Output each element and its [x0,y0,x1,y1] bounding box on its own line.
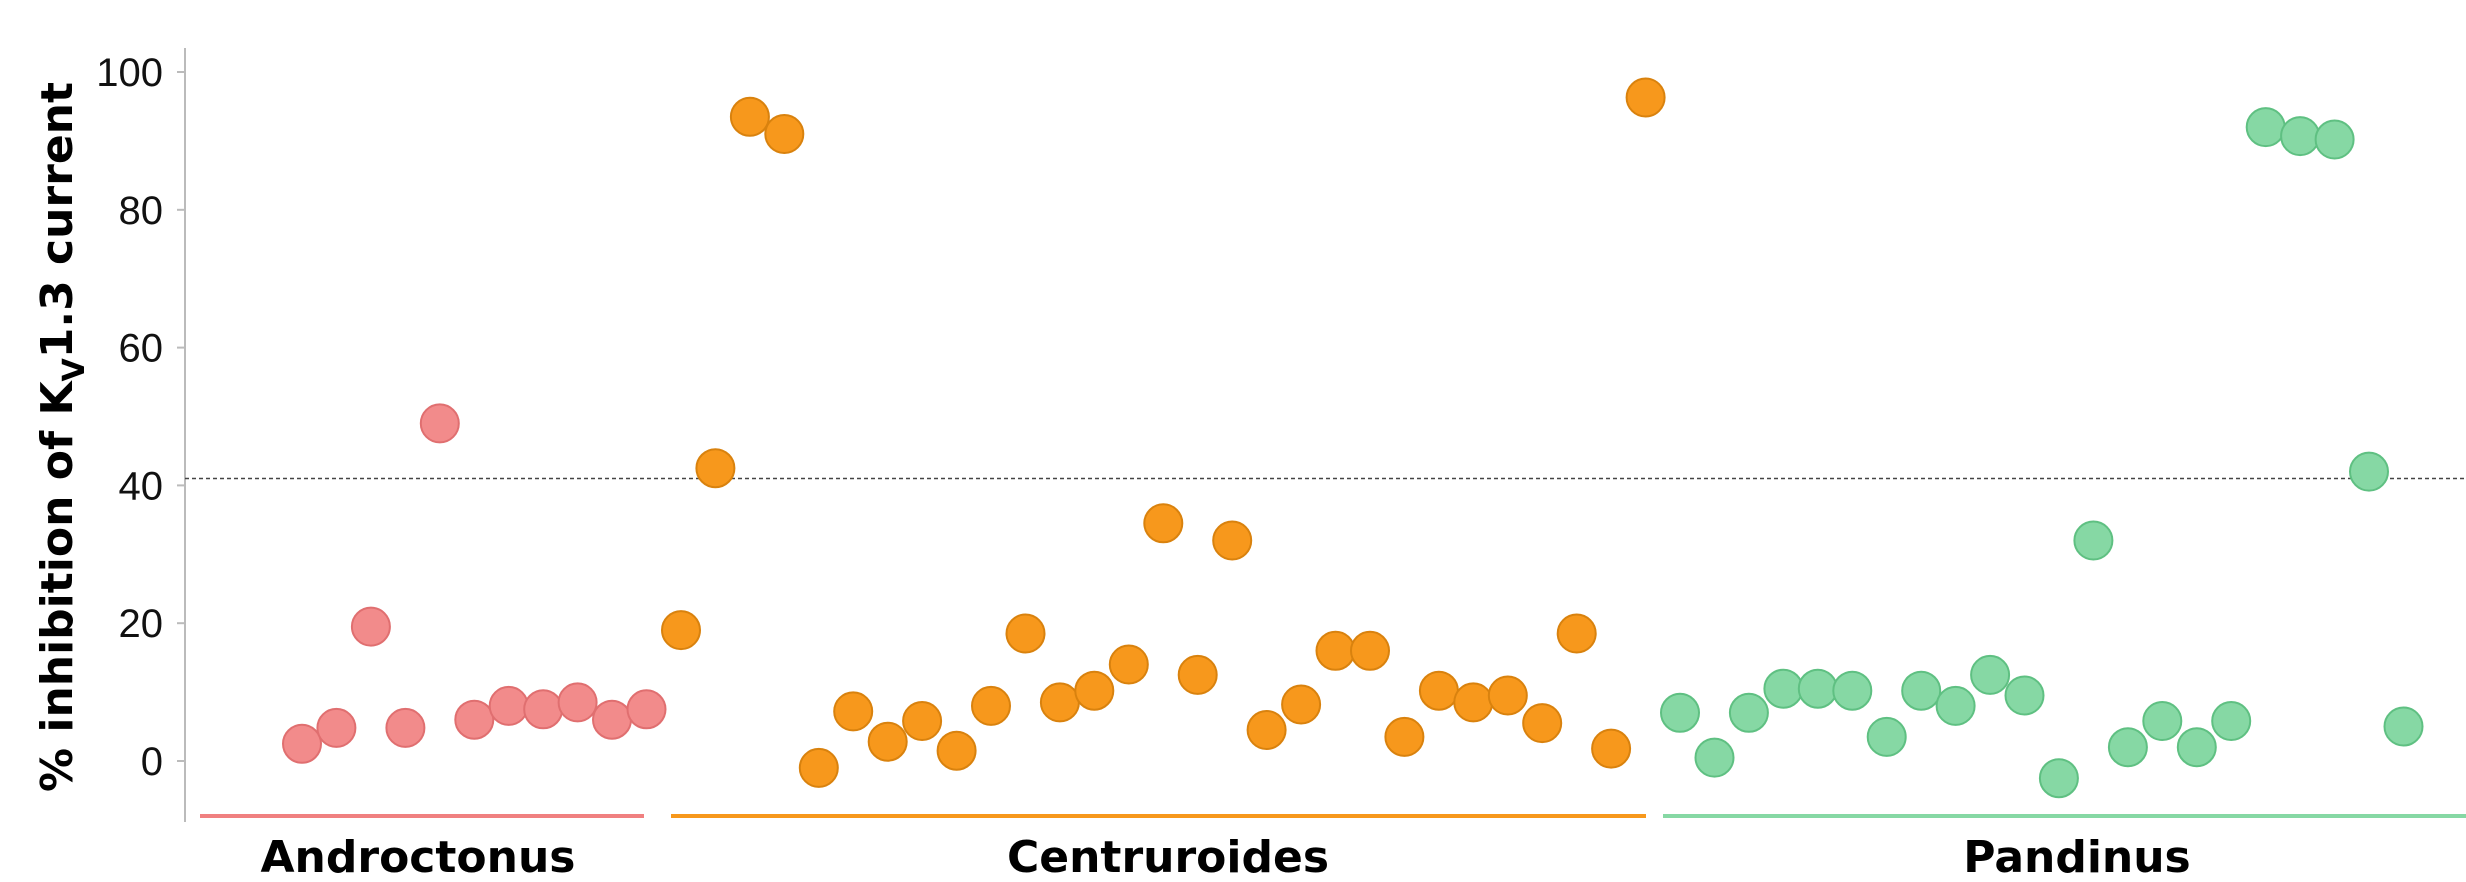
group-label-pandinus: Pandinus [1963,832,2191,882]
data-point-centruroides [1281,684,1322,725]
group-label-centruroides: Centruroides [1007,832,1329,882]
data-point-androctonus [557,682,598,723]
data-point-centruroides [1350,630,1390,671]
data-point-pandinus [2314,119,2355,160]
data-point-centruroides [1418,670,1459,711]
data-point-pandinus [2176,727,2217,768]
data-point-pandinus [1797,668,1838,709]
data-point-pandinus [2349,451,2389,492]
data-point-androctonus [592,699,632,740]
data-point-pandinus [1694,737,1735,778]
data-point-pandinus [1832,670,1873,711]
data-point-centruroides [1384,716,1425,757]
data-point-centruroides [764,114,805,154]
data-points [282,77,2424,799]
data-point-pandinus [2004,675,2045,716]
data-point-pandinus [1660,692,1700,733]
data-point-centruroides [1074,670,1115,711]
data-point-centruroides [1453,682,1494,723]
data-point-centruroides [661,610,701,651]
data-point-pandinus [2073,520,2114,561]
y-axis-label-prefix: % inhibition of K [32,380,83,792]
data-point-pandinus [2245,107,2286,148]
data-point-androctonus [419,403,460,444]
y-axis: 0 20 40 60 80 100 [96,48,186,822]
data-point-centruroides [1039,682,1080,723]
data-point-pandinus [2038,758,2079,799]
data-point-androctonus [488,685,529,726]
data-point-androctonus [454,699,495,740]
group-labels: Androctonus Centruroides Pandinus [261,832,2191,882]
data-point-centruroides [1212,520,1253,561]
y-axis-label-subscript: V [57,357,92,381]
y-tick-label: 0 [141,740,163,784]
data-point-pandinus [1763,668,1804,709]
data-point-centruroides [971,685,1011,726]
data-point-pandinus [1728,692,1769,733]
data-point-androctonus [282,723,322,764]
data-point-centruroides [833,691,874,732]
data-point-centruroides [936,730,977,771]
data-point-centruroides [1625,77,1666,118]
y-axis-label-suffix: 1.3 current [32,82,83,358]
data-point-centruroides [867,721,908,762]
data-point-centruroides [1522,703,1563,744]
data-point-androctonus [385,707,426,748]
data-point-pandinus [2107,727,2148,768]
data-point-centruroides [1315,630,1356,671]
y-tick-label: 40 [119,464,164,508]
data-point-androctonus [523,689,564,730]
data-point-centruroides [695,448,736,489]
y-tick-label: 100 [96,51,163,95]
data-point-pandinus [1866,716,1907,757]
data-point-centruroides [1143,503,1184,544]
y-tick-label: 60 [119,327,164,371]
data-point-centruroides [1487,675,1528,716]
data-point-centruroides [1177,654,1218,695]
data-point-pandinus [1901,670,1942,711]
data-point-centruroides [1005,613,1046,654]
data-point-centruroides [1556,613,1597,654]
data-point-centruroides [902,701,943,741]
y-tick-label: 80 [119,189,164,233]
data-point-pandinus [2142,701,2183,741]
data-point-centruroides [1591,728,1632,769]
y-axis-label: % inhibition of KV1.3 current [32,82,92,792]
data-point-pandinus [2383,706,2424,747]
y-tick-label: 20 [119,602,164,646]
data-point-pandinus [1935,685,1976,726]
group-label-androctonus: Androctonus [261,832,576,882]
data-point-centruroides [1108,644,1149,685]
data-point-centruroides [798,747,839,788]
data-point-pandinus [2211,701,2252,741]
data-point-centruroides [1246,710,1287,750]
data-point-pandinus [2280,116,2321,157]
data-point-androctonus [626,689,667,730]
data-point-androctonus [316,707,357,748]
data-point-centruroides [729,96,770,137]
data-point-pandinus [1970,654,2011,695]
data-point-androctonus [350,606,391,647]
